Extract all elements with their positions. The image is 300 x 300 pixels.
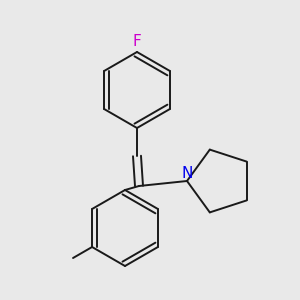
Text: N: N: [181, 166, 193, 181]
Text: F: F: [133, 34, 141, 49]
